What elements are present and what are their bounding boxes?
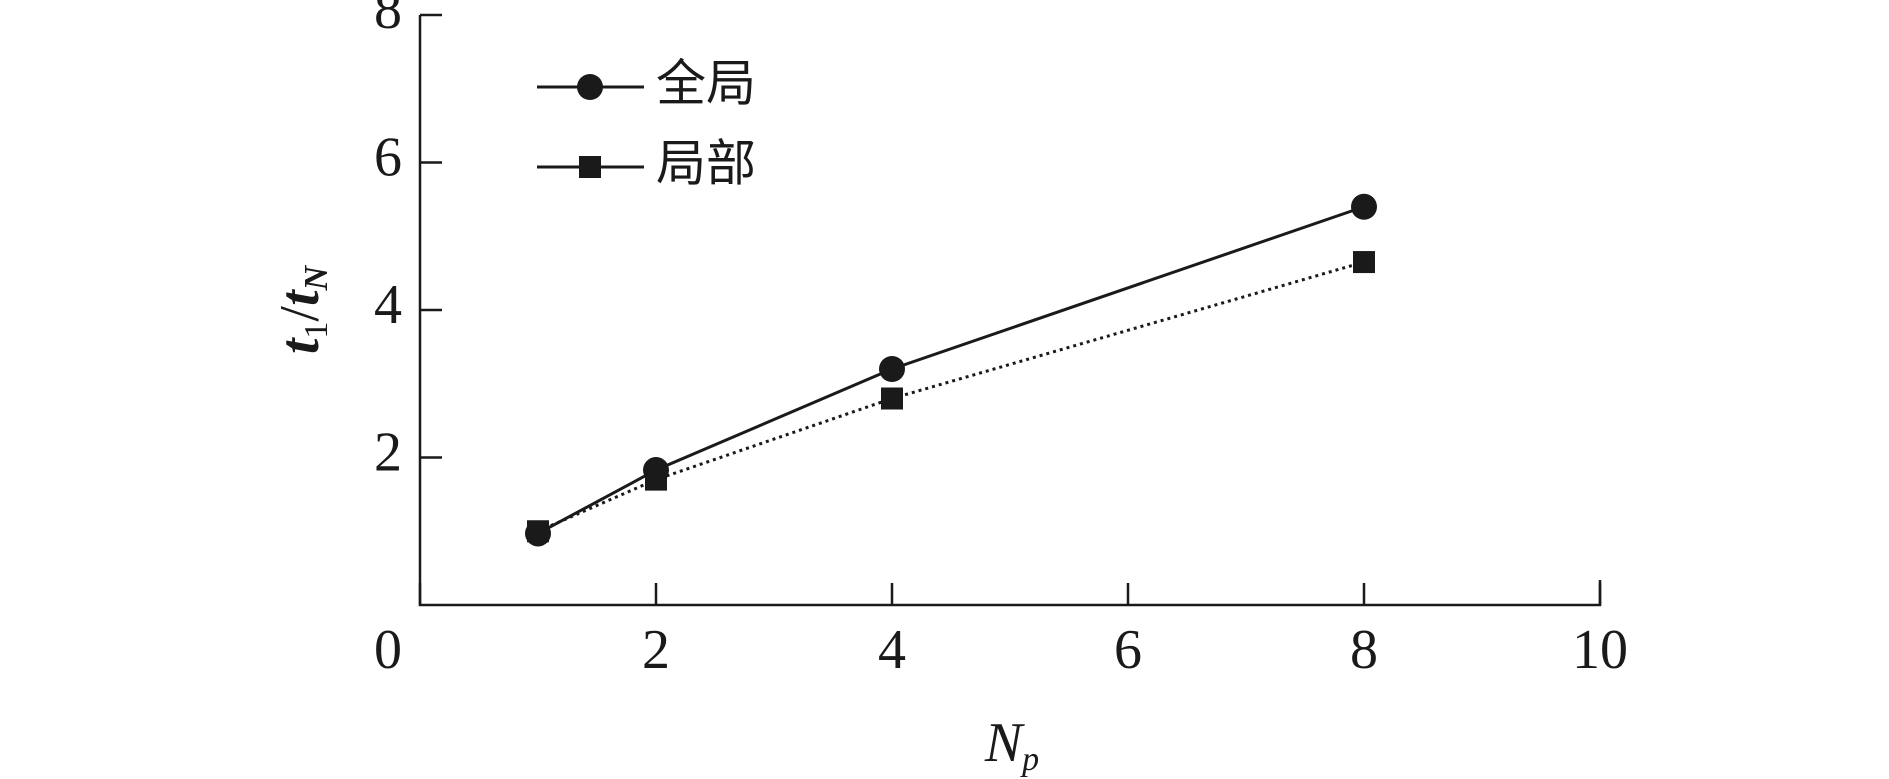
- y-label-part: N: [298, 264, 335, 291]
- x-axis-label: Np: [984, 712, 1039, 778]
- point: [527, 520, 549, 543]
- legend-label: 局部: [656, 135, 756, 193]
- series-line: [537, 205, 1365, 535]
- series-line: [537, 260, 1365, 533]
- y-tick-label: 8: [374, 0, 402, 41]
- point: [879, 356, 905, 382]
- point: [1351, 193, 1377, 220]
- legend-marker: [579, 156, 601, 178]
- y-tick-label: 4: [374, 274, 402, 336]
- y-label-part: 1: [298, 322, 335, 339]
- y-label-part: t: [269, 337, 331, 354]
- legend-marker: [577, 74, 603, 100]
- point: [645, 468, 667, 491]
- x-tick-label: 4: [878, 619, 906, 681]
- x-tick-label: 2: [642, 619, 670, 681]
- point: [1353, 251, 1375, 274]
- x-tick-label: 6: [1114, 619, 1142, 681]
- y-axis-label: t1/tN: [269, 264, 335, 354]
- y-tick-label: 6: [374, 126, 402, 188]
- y-tick-label: 2: [374, 421, 402, 483]
- x-tick-label: 8: [1350, 619, 1378, 681]
- x-label-sub: p: [1020, 741, 1039, 778]
- legend-label: 全局: [656, 55, 756, 113]
- x-label-main: N: [984, 712, 1025, 774]
- y-label-part: t: [269, 289, 331, 306]
- axis-line: [418, 15, 1602, 607]
- point: [881, 387, 903, 410]
- x-tick-label: 0: [374, 619, 402, 681]
- y-label-part: /: [269, 306, 331, 322]
- x-tick-label: 10: [1572, 619, 1628, 681]
